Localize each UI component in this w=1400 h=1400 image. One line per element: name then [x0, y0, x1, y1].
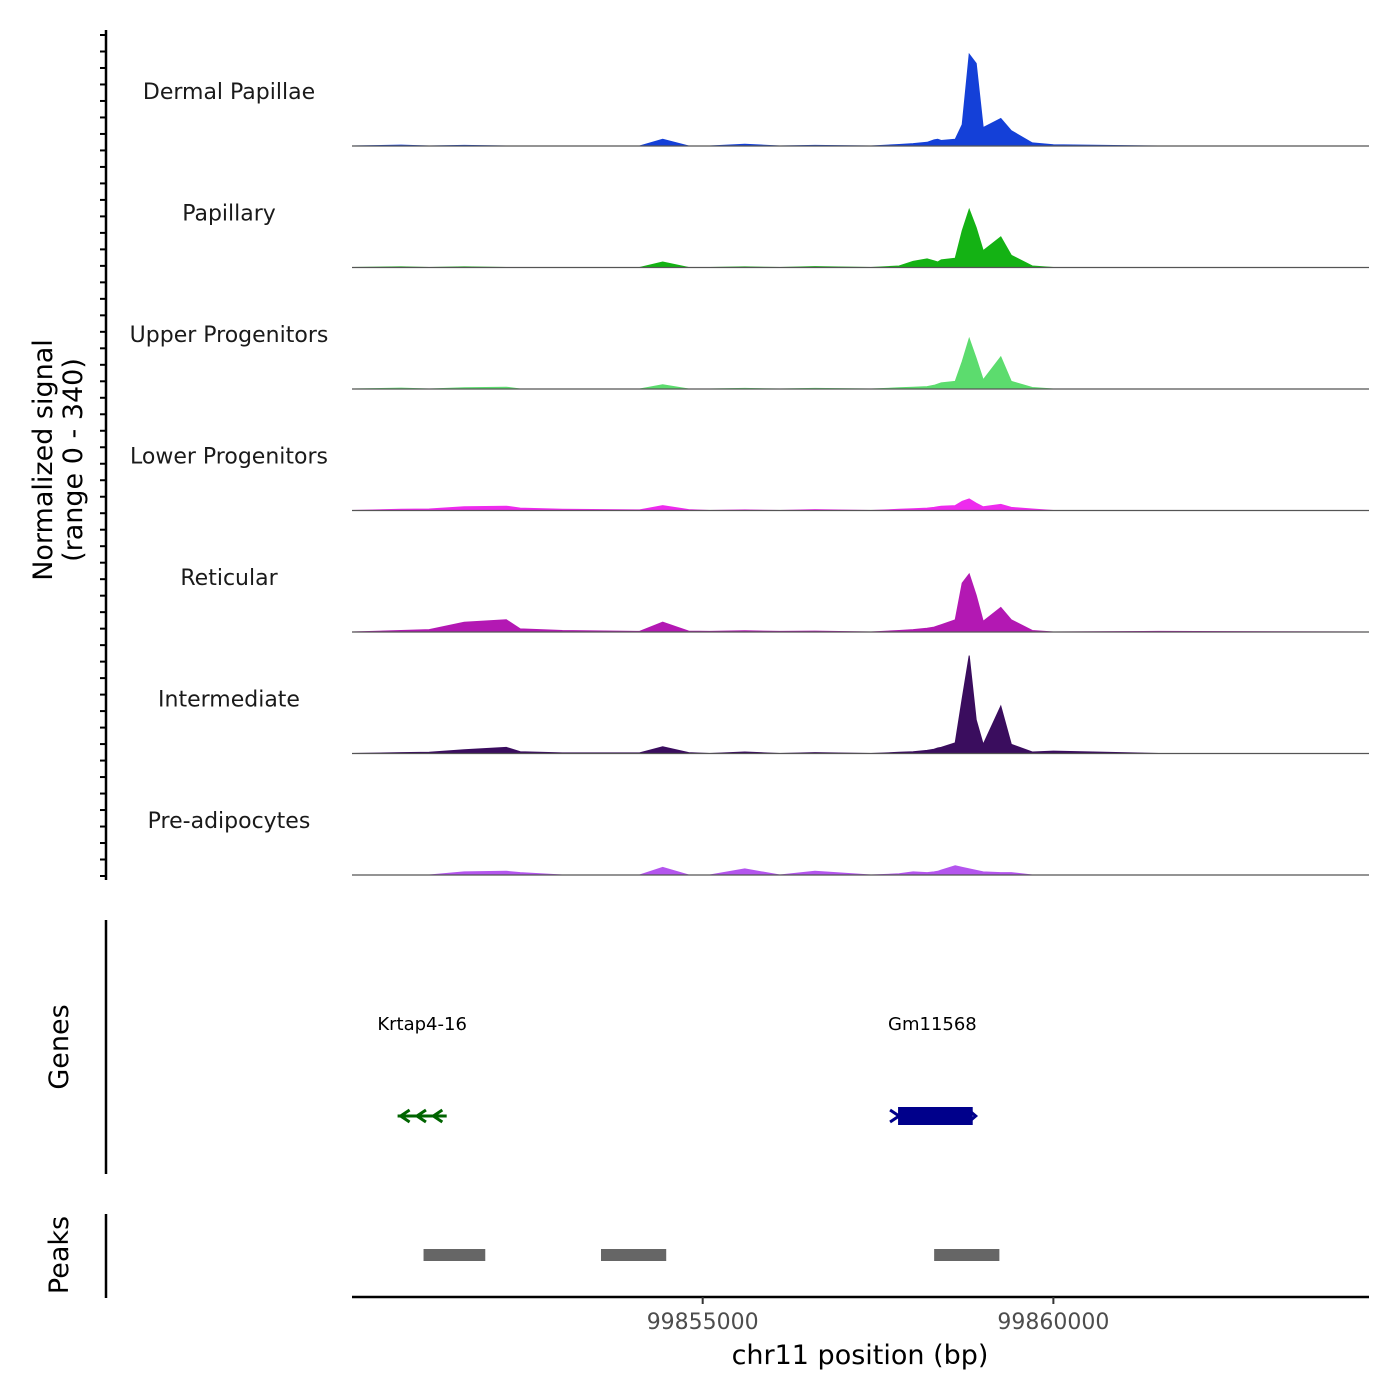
x-axis: 99855000 99860000: [352, 1295, 1369, 1335]
strand-arrow: [967, 1108, 979, 1124]
y-axis-sublabel: (range 0 - 340): [58, 358, 89, 562]
genes-track-label: Genes: [44, 1004, 75, 1089]
gene-exon: [898, 1107, 973, 1125]
strand-arrow: [414, 1108, 427, 1124]
track-label: Upper Progenitors: [130, 323, 329, 348]
track-label: Lower Progenitors: [130, 445, 328, 470]
peak-region: [423, 1249, 486, 1261]
gene: Krtap4-16: [377, 1014, 467, 1124]
coverage-track: Dermal Papillae: [143, 52, 1369, 147]
gene-label: Gm11568: [888, 1014, 977, 1035]
coverage-track: Pre-adipocytes: [148, 809, 1369, 876]
coverage-track: Upper Progenitors: [130, 323, 1369, 390]
x-tick-label: 99855000: [647, 1310, 759, 1335]
strand-arrow: [430, 1108, 444, 1124]
x-tick-label: 99860000: [997, 1310, 1109, 1335]
signal-y-axis: [100, 30, 108, 880]
gene-annotations: Krtap4-16 Gm11568: [377, 1014, 979, 1125]
peak-regions: [423, 1249, 1000, 1261]
peaks-track-label: Peaks: [44, 1216, 75, 1294]
coverage-track: Intermediate: [158, 655, 1369, 755]
gene-label: Krtap4-16: [377, 1014, 467, 1035]
coverage-tracks: Dermal Papillae Papillary Upper Progenitor…: [130, 52, 1370, 876]
coverage-area: [351, 572, 1370, 633]
track-label: Reticular: [180, 566, 278, 591]
track-label: Intermediate: [158, 688, 300, 713]
track-label: Dermal Papillae: [143, 80, 315, 105]
peak-region: [934, 1249, 1000, 1261]
coverage-track: Lower Progenitors: [130, 445, 1369, 512]
coverage-area: [352, 865, 1369, 876]
track-label: Pre-adipocytes: [148, 809, 311, 834]
strand-arrow: [397, 1108, 411, 1124]
coverage-area: [351, 498, 1369, 512]
x-axis-label: chr11 position (bp): [732, 1340, 989, 1371]
coverage-track: Reticular: [180, 566, 1370, 633]
coverage-area: [351, 336, 1369, 390]
gene: Gm11568: [888, 1014, 979, 1125]
strand-arrow: [889, 1108, 902, 1124]
peak-region: [600, 1249, 667, 1261]
coverage-area: [351, 52, 1369, 147]
coverage-area: [351, 655, 1369, 755]
track-label: Papillary: [182, 202, 276, 227]
coverage-area: [351, 207, 1369, 269]
coverage-track: Papillary: [182, 202, 1369, 269]
y-axis-label: Normalized signal: [28, 339, 59, 581]
